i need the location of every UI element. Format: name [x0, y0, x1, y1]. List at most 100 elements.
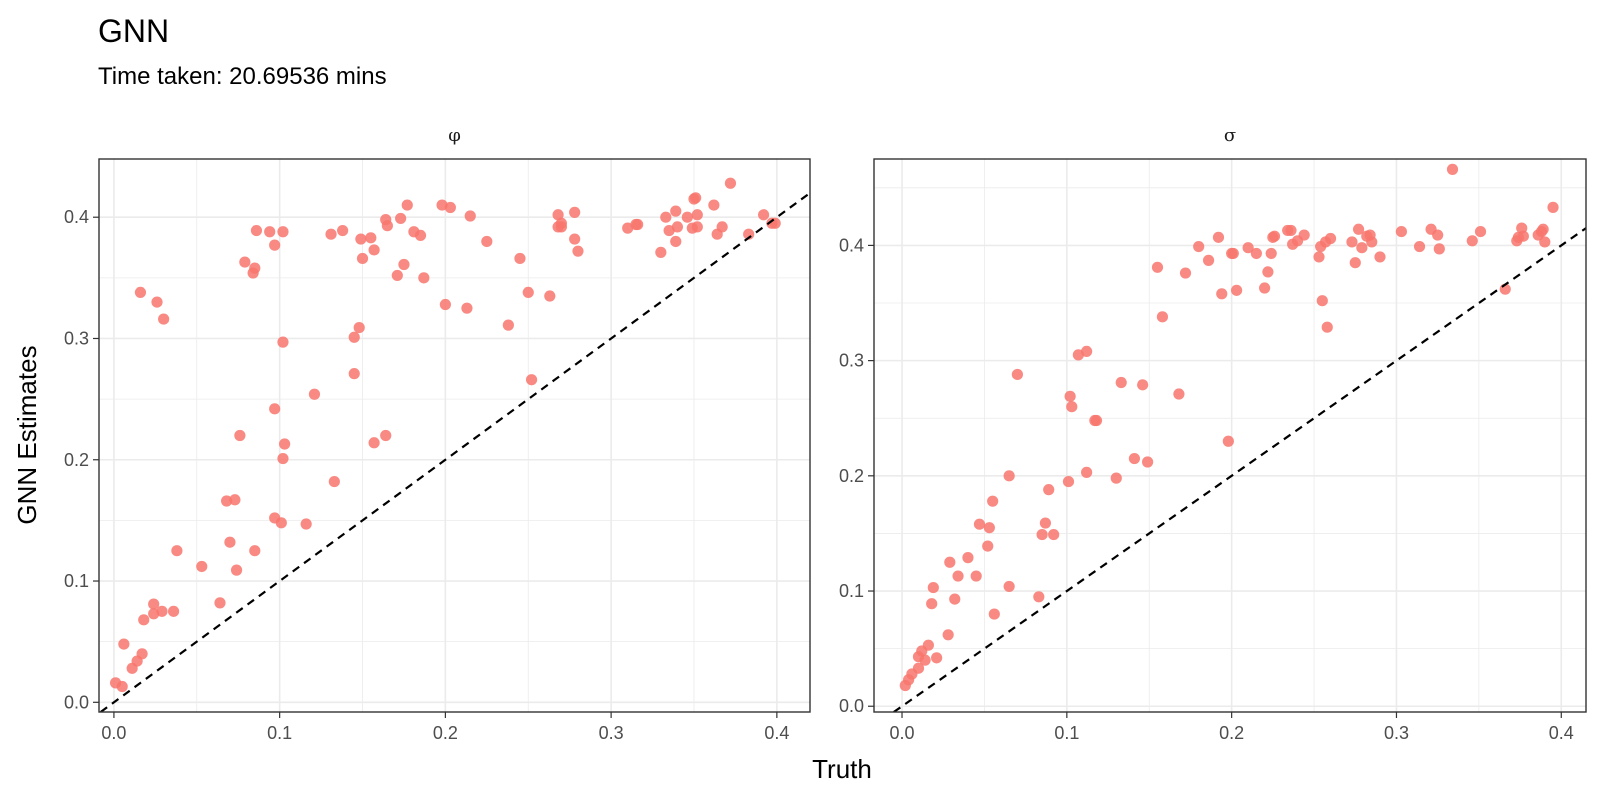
data-point	[973, 518, 986, 530]
data-point	[325, 228, 337, 240]
data-point	[952, 570, 964, 582]
data-point	[970, 570, 982, 582]
identity-reference-line	[100, 192, 810, 712]
data-point	[569, 206, 581, 218]
data-point	[167, 605, 180, 617]
data-point	[522, 286, 534, 298]
x-tick-label: 0.0	[890, 723, 915, 743]
data-point	[355, 233, 367, 245]
data-point	[439, 298, 451, 311]
data-point	[1321, 321, 1333, 333]
data-point	[1137, 379, 1149, 391]
data-point	[380, 429, 392, 442]
data-point	[337, 224, 349, 237]
data-point	[1259, 282, 1271, 294]
data-point	[269, 239, 281, 251]
data-point	[1349, 257, 1361, 269]
data-point	[670, 205, 682, 217]
facet-label: σ	[1224, 125, 1236, 146]
x-tick-label: 0.4	[1549, 723, 1574, 743]
data-point	[1395, 225, 1408, 238]
data-point	[395, 212, 407, 225]
data-point	[1433, 243, 1445, 255]
data-point	[1062, 475, 1075, 488]
data-point	[353, 321, 365, 334]
data-point	[300, 518, 312, 530]
panel-border	[873, 158, 1587, 713]
data-point	[949, 593, 961, 605]
data-point	[922, 639, 934, 651]
x-axis-title: Truth	[812, 754, 872, 784]
data-point	[655, 246, 667, 258]
data-point	[1227, 247, 1239, 260]
data-point	[1212, 231, 1225, 243]
data-point	[1151, 261, 1164, 273]
data-point	[1316, 295, 1328, 307]
chart-subtitle: Time taken: 20.69536 mins	[98, 63, 387, 90]
data-layer	[893, 163, 1586, 712]
data-point	[348, 331, 360, 343]
data-point	[398, 258, 410, 271]
data-point	[1547, 201, 1559, 213]
data-point	[148, 598, 160, 610]
data-point	[632, 218, 644, 231]
data-point	[1081, 466, 1093, 478]
data-point	[1033, 591, 1045, 603]
data-point	[418, 272, 430, 284]
data-point	[1313, 251, 1325, 263]
data-point	[1324, 232, 1337, 245]
data-point	[1230, 284, 1243, 296]
data-point	[1268, 230, 1281, 242]
data-point	[1474, 225, 1487, 238]
y-tick-label: 0.1	[839, 581, 864, 601]
identity-reference-line	[893, 227, 1586, 712]
data-point	[464, 210, 476, 222]
data-point	[1537, 223, 1549, 235]
y-tick-label: 0.0	[64, 692, 89, 712]
data-point	[691, 209, 703, 221]
data-point	[569, 233, 581, 245]
y-tick-label: 0.4	[839, 235, 864, 255]
data-point	[308, 388, 321, 400]
panel-2: σ 0.0 0.1 0.2 0.3 0.4 0.0 0.1 0.2 0.3 0.4	[839, 125, 1587, 743]
y-tick-label: 0.0	[839, 696, 864, 716]
chart-title: GNN	[98, 13, 169, 49]
data-point	[196, 560, 208, 573]
data-point	[988, 608, 1000, 620]
data-point	[368, 437, 380, 449]
data-point	[1003, 470, 1015, 482]
data-point	[156, 605, 168, 617]
data-point	[158, 313, 170, 325]
data-point	[671, 221, 684, 233]
data-point	[544, 290, 556, 302]
data-point	[171, 545, 183, 557]
data-point	[229, 494, 241, 506]
data-point	[983, 522, 995, 534]
data-point	[1179, 267, 1192, 279]
data-point	[269, 403, 281, 415]
data-point	[401, 199, 413, 211]
data-point	[356, 252, 369, 265]
data-point	[444, 201, 456, 214]
data-point	[277, 452, 289, 465]
data-point	[691, 221, 703, 233]
data-point	[1202, 254, 1215, 266]
data-point	[555, 221, 567, 233]
data-point	[116, 680, 128, 693]
data-point	[221, 495, 233, 507]
y-tick-label: 0.2	[64, 450, 89, 470]
data-point	[1352, 223, 1365, 235]
data-point	[1222, 435, 1234, 447]
data-point	[277, 336, 289, 348]
data-point	[368, 244, 380, 256]
data-point	[502, 319, 514, 331]
data-point	[1110, 472, 1122, 484]
y-tick-label: 0.3	[64, 328, 89, 348]
data-point	[136, 648, 148, 660]
data-point	[118, 638, 130, 650]
data-point	[1039, 517, 1052, 529]
data-point	[931, 652, 943, 664]
x-tick-label: 0.4	[764, 723, 789, 743]
data-point	[224, 536, 236, 548]
